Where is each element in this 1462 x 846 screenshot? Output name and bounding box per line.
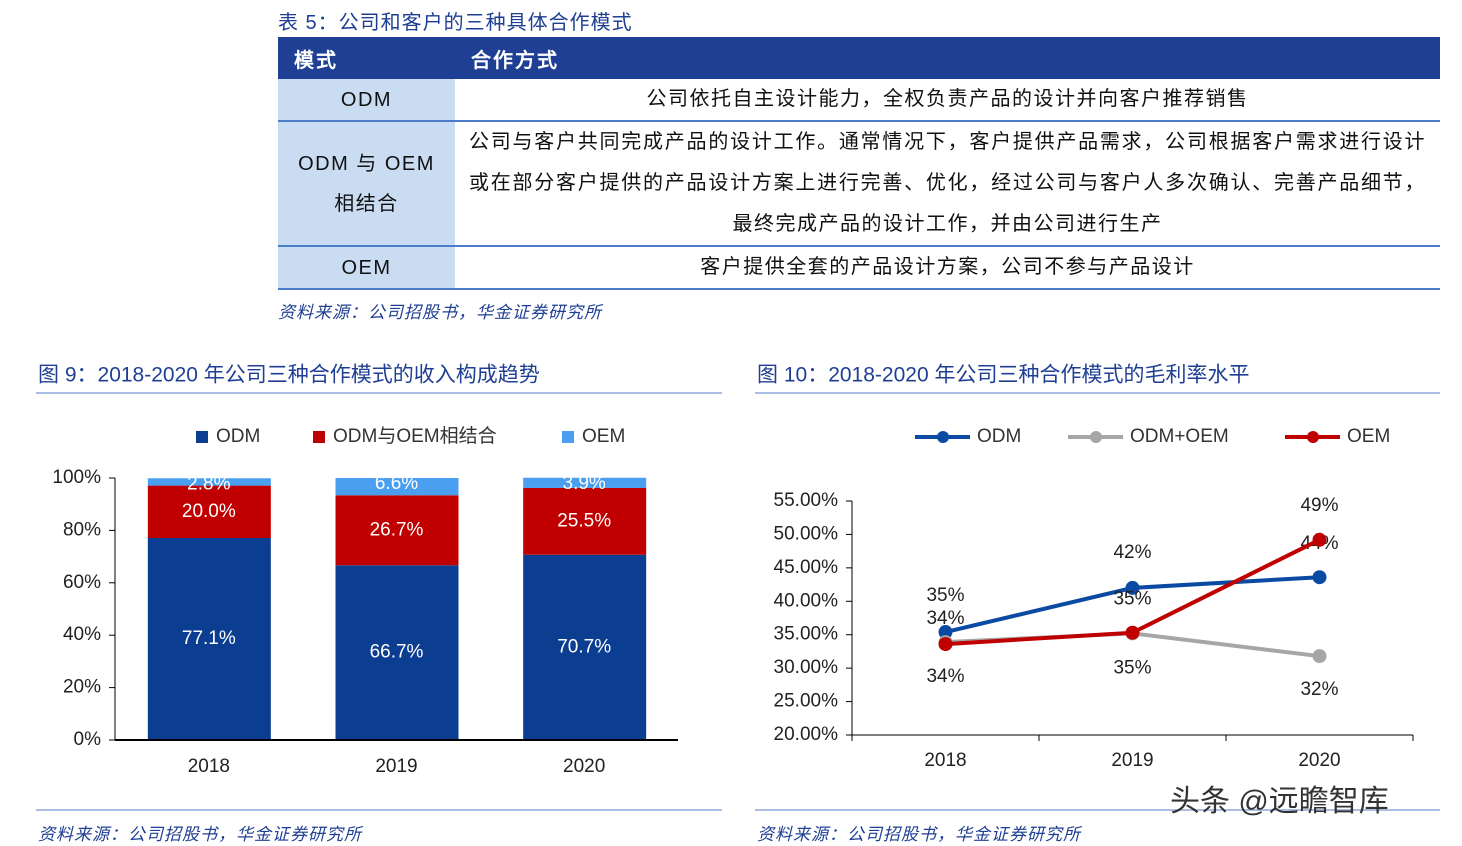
y-tick-label: 20%	[63, 677, 101, 698]
value-label: 42%	[1113, 542, 1151, 563]
x-tick-label: 2019	[1111, 750, 1153, 771]
legend-label: ODM+OEM	[1130, 426, 1229, 447]
y-tick-label: 0%	[74, 729, 102, 750]
y-tick-label: 80%	[63, 519, 101, 540]
value-label: 25.5%	[557, 510, 611, 531]
point	[938, 625, 953, 640]
bar-segment	[147, 537, 271, 740]
value-label: 6.6%	[375, 473, 418, 494]
header-cell: 合作方式	[455, 37, 1440, 79]
legend-label: ODM	[216, 426, 260, 447]
header-cell: 模式	[278, 37, 455, 79]
value-label: 34%	[926, 666, 964, 687]
x-tick-label: 2020	[1298, 750, 1340, 771]
y-tick-label: 40%	[63, 624, 101, 645]
source: 资料来源：公司招股书，华金证券研究所	[38, 825, 362, 844]
value-label: 20.0%	[182, 501, 236, 522]
cell: 公司依托自主设计能力，全权负责产品的设计并向客户推荐销售	[455, 79, 1440, 122]
value-label: 66.7%	[370, 642, 424, 663]
source: 资料来源：公司招股书，华金证券研究所	[278, 303, 602, 322]
point	[1125, 580, 1140, 595]
source: 资料来源：公司招股书，华金证券研究所	[757, 825, 1081, 844]
y-tick-label: 100%	[52, 467, 101, 488]
cell: OEM	[278, 246, 455, 290]
y-tick-label: 20.00%	[774, 724, 839, 745]
value-label: 26.7%	[370, 519, 424, 540]
x-tick-label: 2018	[188, 756, 230, 777]
point	[1312, 649, 1327, 664]
table: 模式 合作方式 ODM 公司依托自主设计能力，全权负责产品的设计并向客户推荐销售 O…	[278, 37, 1440, 290]
point	[1312, 532, 1327, 547]
legend-label: ODM与OEM相结合	[333, 425, 497, 447]
legend-label: ODM	[977, 426, 1021, 447]
y-tick-label: 55.00%	[774, 490, 839, 511]
point	[1125, 625, 1140, 640]
bar-segment	[335, 565, 459, 740]
value-label: 49%	[1300, 495, 1338, 516]
x-tick-label: 2019	[375, 756, 417, 777]
bar-segment	[335, 478, 459, 496]
bar-segment	[523, 554, 647, 740]
legend-swatch	[196, 431, 208, 443]
value-label: 3.9%	[563, 473, 606, 494]
y-tick-label: 35.00%	[774, 624, 839, 645]
value-label: 35%	[1113, 658, 1151, 679]
y-tick-label: 60%	[63, 572, 101, 593]
bar-segment	[147, 485, 271, 538]
bar-segment	[523, 477, 647, 488]
x-tick-label: 2020	[563, 756, 605, 777]
value-label: 35%	[1113, 588, 1151, 609]
value-label: 34%	[926, 608, 964, 629]
y-tick-label: 30.00%	[774, 657, 839, 678]
y-tick-label: 40.00%	[774, 590, 839, 611]
legend-marker	[1307, 431, 1319, 443]
bar-segment	[523, 487, 647, 555]
legend-label: OEM	[582, 426, 625, 447]
x-tick-label: 2018	[924, 750, 966, 771]
bar-segment	[335, 495, 459, 566]
cell: ODM 与 OEM 相结合	[278, 121, 455, 247]
point	[938, 637, 953, 652]
value-label: 35%	[926, 585, 964, 606]
y-tick-label: 45.00%	[774, 557, 839, 578]
table-caption: 表 5：公司和客户的三种具体合作模式	[278, 12, 633, 34]
cell: 公司与客户共同完成产品的设计工作。通常情况下，客户提供产品需求，公司根据客户需求…	[455, 121, 1440, 247]
value-label: 32%	[1300, 679, 1338, 700]
y-tick-label: 25.00%	[774, 691, 839, 712]
value-label: 2.8%	[187, 473, 230, 494]
chart-title: 图 10：2018-2020 年公司三种合作模式的毛利率水平	[757, 364, 1249, 387]
legend-marker	[937, 431, 949, 443]
value-label: 77.1%	[182, 628, 236, 649]
watermark: 头条 @远瞻智库	[1170, 785, 1389, 818]
legend-marker	[1090, 431, 1102, 443]
point	[1312, 570, 1327, 585]
value-label: 70.7%	[557, 636, 611, 657]
legend-label: OEM	[1347, 426, 1390, 447]
y-tick-label: 50.00%	[774, 523, 839, 544]
legend-swatch	[562, 431, 574, 443]
bar-segment	[147, 478, 271, 486]
cell: ODM	[278, 79, 455, 122]
chart-title: 图 9：2018-2020 年公司三种合作模式的收入构成趋势	[38, 364, 540, 387]
legend-swatch	[313, 431, 325, 443]
cell: 客户提供全套的产品设计方案，公司不参与产品设计	[455, 246, 1440, 290]
